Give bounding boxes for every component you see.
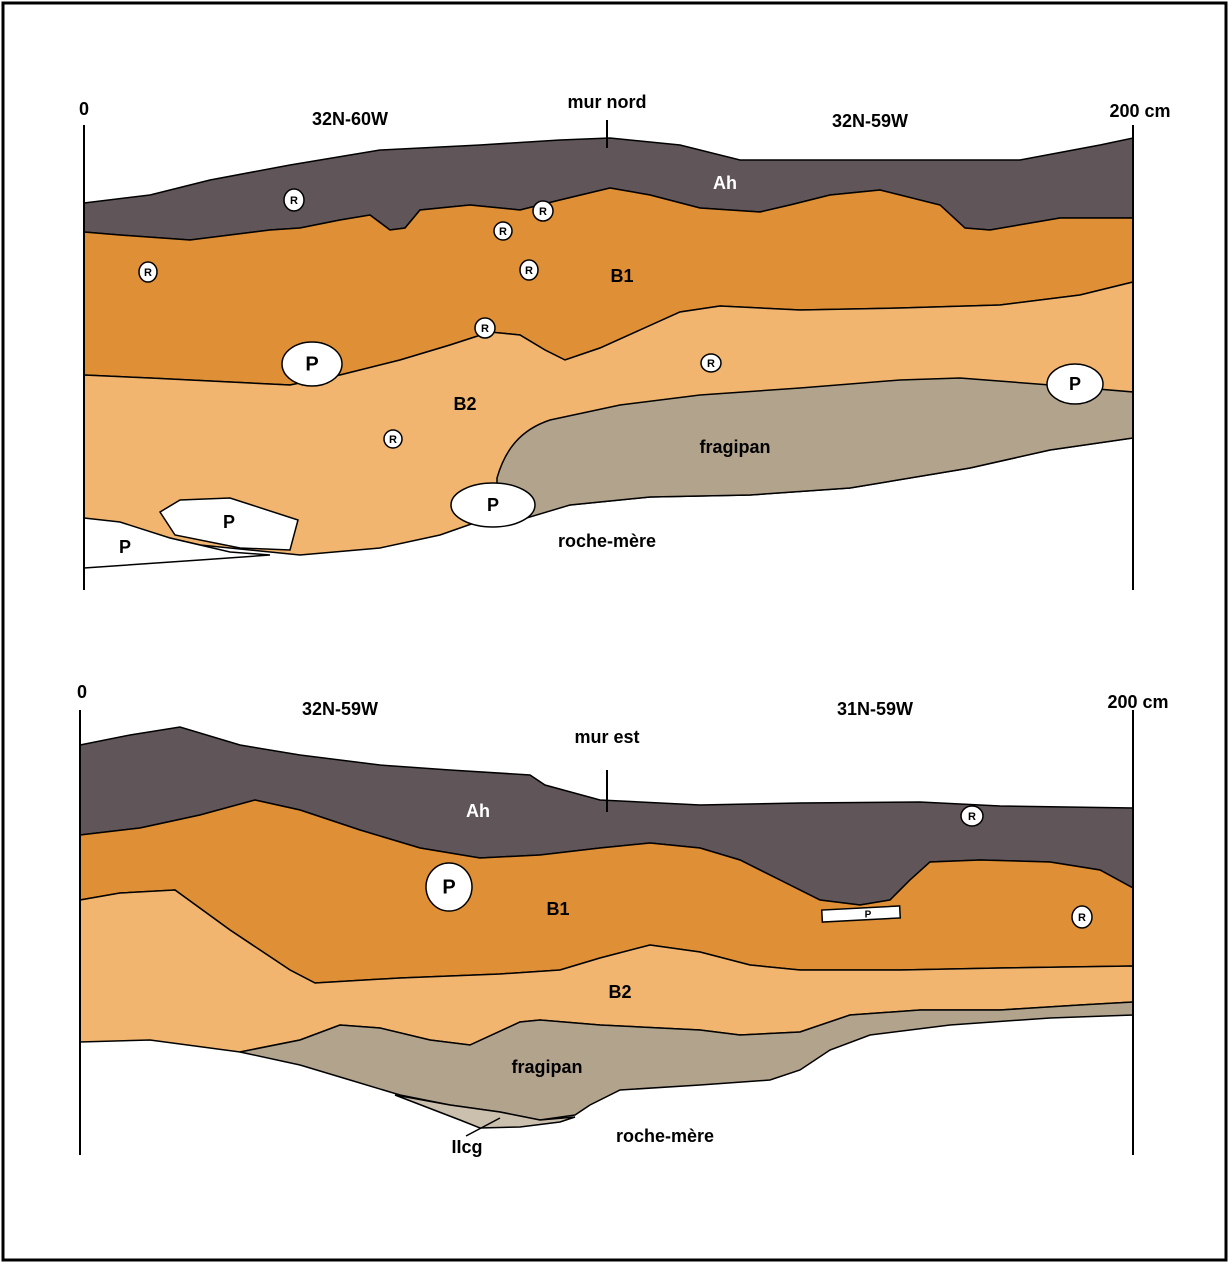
stone-label: P <box>119 537 131 557</box>
wall-label: mur est <box>574 727 639 747</box>
horizon-label: Ah <box>466 801 490 821</box>
horizon-label: roche-mère <box>616 1126 714 1146</box>
stone-label: R <box>707 358 715 370</box>
stone-label: R <box>539 206 547 218</box>
stone-label: P <box>305 353 318 375</box>
horizon-label: B2 <box>453 394 476 414</box>
horizon-label: B1 <box>546 899 569 919</box>
horizon-label: B1 <box>610 266 633 286</box>
stone-label: R <box>1078 912 1086 924</box>
stone-label: R <box>144 267 152 279</box>
diagram: R R R R R R R R P P P P P 0 200 cm 32N-60W 32N-59W m… <box>0 0 1229 1263</box>
horizon-label: B2 <box>608 982 631 1002</box>
scale-end: 200 cm <box>1109 101 1170 121</box>
stone-label: R <box>525 265 533 277</box>
unit-label: 32N-60W <box>312 109 388 129</box>
stone-label: P <box>865 910 872 921</box>
unit-label: 32N-59W <box>832 111 908 131</box>
scale-end: 200 cm <box>1107 692 1168 712</box>
unit-label: 32N-59W <box>302 699 378 719</box>
stone-label: R <box>290 195 298 207</box>
horizon-label: fragipan <box>511 1057 582 1077</box>
scale-start: 0 <box>77 682 87 702</box>
stone-label: R <box>968 811 976 823</box>
stone-label: P <box>442 876 455 898</box>
wall-label: mur nord <box>568 92 647 112</box>
stone-label: R <box>481 323 489 335</box>
horizon-label: roche-mère <box>558 531 656 551</box>
horizon-label: Ah <box>713 173 737 193</box>
stone-label: P <box>1069 374 1081 394</box>
horizon-label: fragipan <box>699 437 770 457</box>
unit-label: 31N-59W <box>837 699 913 719</box>
horizon-label: IIcg <box>451 1137 482 1157</box>
stone-label: R <box>389 434 397 446</box>
stone-label: R <box>499 226 507 238</box>
stone-label: P <box>223 512 235 532</box>
scale-start: 0 <box>79 99 89 119</box>
stone-label: P <box>487 495 499 515</box>
